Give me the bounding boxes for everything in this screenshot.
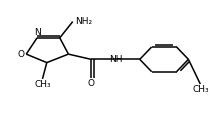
Text: O: O xyxy=(88,79,95,88)
Text: CH₃: CH₃ xyxy=(192,85,209,94)
Text: NH: NH xyxy=(109,55,123,64)
Text: NH₂: NH₂ xyxy=(75,17,92,26)
Text: N: N xyxy=(34,28,41,37)
Text: CH₃: CH₃ xyxy=(34,80,51,89)
Text: O: O xyxy=(17,50,24,59)
